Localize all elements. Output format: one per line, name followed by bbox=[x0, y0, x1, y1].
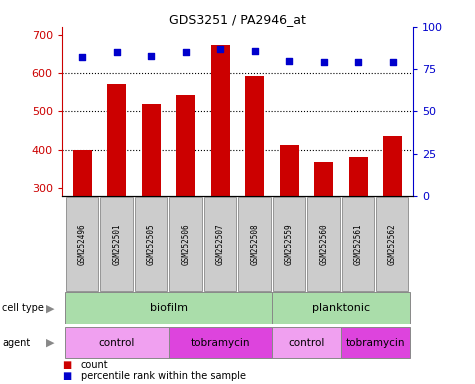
Bar bbox=[314, 162, 333, 196]
Bar bbox=[376, 197, 408, 291]
Bar bbox=[245, 76, 264, 196]
Bar bbox=[66, 197, 98, 291]
Bar bbox=[204, 197, 236, 291]
Text: ▶: ▶ bbox=[46, 303, 55, 313]
Bar bbox=[100, 197, 133, 291]
Bar bbox=[341, 327, 410, 358]
Text: count: count bbox=[81, 360, 108, 370]
Point bbox=[148, 53, 155, 59]
Point bbox=[285, 58, 293, 64]
Bar bbox=[169, 327, 272, 358]
Text: GSM252505: GSM252505 bbox=[147, 223, 156, 265]
Point bbox=[113, 49, 121, 55]
Bar bbox=[107, 84, 126, 196]
Bar bbox=[342, 197, 374, 291]
Bar bbox=[349, 157, 368, 196]
Point bbox=[79, 54, 86, 60]
Text: control: control bbox=[99, 338, 135, 348]
Bar bbox=[383, 136, 402, 196]
Bar bbox=[307, 197, 340, 291]
Text: biofilm: biofilm bbox=[150, 303, 188, 313]
Text: GSM252559: GSM252559 bbox=[285, 223, 294, 265]
Bar bbox=[273, 197, 305, 291]
Bar bbox=[169, 197, 202, 291]
Bar bbox=[73, 150, 92, 196]
Text: planktonic: planktonic bbox=[312, 303, 370, 313]
Point bbox=[389, 59, 396, 65]
Bar bbox=[176, 95, 195, 196]
Text: GSM252501: GSM252501 bbox=[113, 223, 122, 265]
Bar bbox=[280, 145, 299, 196]
Bar bbox=[272, 293, 410, 324]
Point bbox=[217, 46, 224, 52]
Text: tobramycin: tobramycin bbox=[346, 338, 405, 348]
Point bbox=[251, 48, 258, 54]
Bar bbox=[135, 197, 167, 291]
Text: agent: agent bbox=[2, 338, 30, 348]
Text: control: control bbox=[288, 338, 324, 348]
Bar bbox=[272, 327, 341, 358]
Text: GSM252560: GSM252560 bbox=[319, 223, 328, 265]
Text: GSM252506: GSM252506 bbox=[181, 223, 190, 265]
Text: GSM252508: GSM252508 bbox=[250, 223, 259, 265]
Text: GSM252561: GSM252561 bbox=[353, 223, 362, 265]
Text: GSM252562: GSM252562 bbox=[388, 223, 397, 265]
Text: percentile rank within the sample: percentile rank within the sample bbox=[81, 371, 246, 381]
Point bbox=[354, 59, 362, 65]
Bar bbox=[65, 327, 169, 358]
Bar bbox=[142, 104, 161, 196]
Point bbox=[320, 59, 327, 65]
Text: GSM252496: GSM252496 bbox=[78, 223, 87, 265]
Title: GDS3251 / PA2946_at: GDS3251 / PA2946_at bbox=[169, 13, 306, 26]
Point bbox=[182, 49, 190, 55]
Text: ■: ■ bbox=[62, 371, 71, 381]
Text: GSM252507: GSM252507 bbox=[216, 223, 225, 265]
Bar bbox=[65, 293, 272, 324]
Text: ▶: ▶ bbox=[46, 338, 55, 348]
Bar bbox=[211, 45, 230, 196]
Text: tobramycin: tobramycin bbox=[190, 338, 250, 348]
Text: ■: ■ bbox=[62, 360, 71, 370]
Bar bbox=[238, 197, 271, 291]
Text: cell type: cell type bbox=[2, 303, 44, 313]
